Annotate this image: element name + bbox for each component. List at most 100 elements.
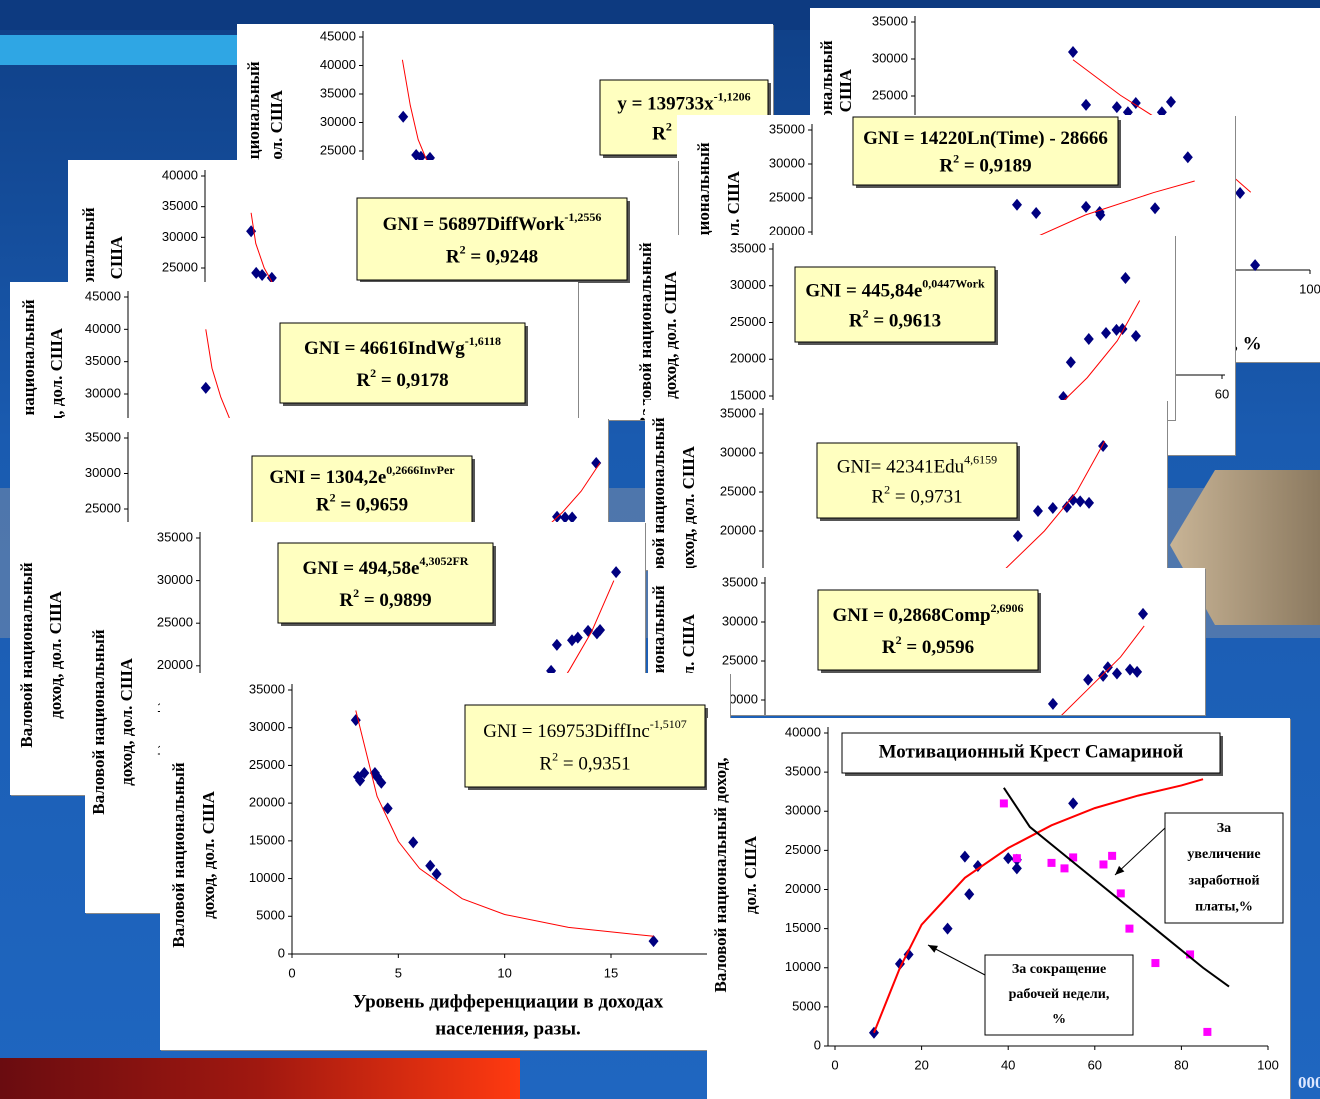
trend-line bbox=[205, 329, 231, 421]
y-tick-label: 20000 bbox=[769, 223, 805, 238]
point bbox=[551, 638, 562, 651]
point bbox=[1065, 356, 1076, 369]
point bbox=[1102, 661, 1113, 674]
point bbox=[266, 271, 277, 284]
point bbox=[611, 566, 622, 579]
r-squared: R2 = 0,9899 bbox=[339, 586, 431, 612]
x-tick-label: 0 bbox=[831, 1057, 838, 1072]
y-tick-label: 40000 bbox=[162, 167, 198, 182]
equation-box bbox=[816, 442, 1018, 519]
point bbox=[1047, 858, 1056, 867]
equation-part: = 0,9659 bbox=[336, 495, 409, 516]
point bbox=[964, 888, 975, 901]
superscript: 2 bbox=[552, 749, 558, 763]
equation: GNI = 56897DiffWork-1,2556 bbox=[383, 210, 602, 236]
y-tick-label: 0 bbox=[278, 945, 285, 960]
equation-part: = 0,9596 bbox=[902, 638, 975, 659]
point bbox=[1101, 327, 1112, 340]
point bbox=[382, 802, 393, 815]
x-tick-label: 15 bbox=[604, 965, 618, 980]
y-tick-label: 25000 bbox=[722, 652, 758, 667]
point bbox=[1116, 889, 1125, 898]
chart-card: 0 5000 10000 15000 20000 25000 30000 35000 0 5 10 1… bbox=[160, 673, 730, 1050]
arrow-head bbox=[1115, 865, 1125, 875]
point bbox=[583, 624, 594, 637]
point bbox=[572, 631, 583, 644]
equation-box bbox=[852, 116, 1119, 186]
annotation-text: рабочей недели, bbox=[1009, 987, 1110, 1002]
superscript: 2 bbox=[330, 490, 336, 504]
point bbox=[1138, 607, 1149, 620]
point bbox=[1068, 45, 1078, 58]
point bbox=[1132, 665, 1143, 678]
point bbox=[999, 799, 1008, 808]
y-tick-label: 15000 bbox=[249, 832, 285, 847]
trend-line bbox=[355, 710, 654, 937]
y-tick-label: 25000 bbox=[720, 483, 756, 498]
equation-box bbox=[794, 266, 996, 343]
y-tick-label: 30000 bbox=[85, 385, 121, 400]
point bbox=[1084, 496, 1095, 509]
y-tick-label: 20000 bbox=[157, 657, 193, 672]
point bbox=[1060, 864, 1069, 873]
point bbox=[1083, 673, 1094, 686]
equation-part: GNI = 0,2868Comp bbox=[832, 606, 990, 627]
equation-part: R bbox=[652, 124, 666, 145]
equation-box bbox=[817, 589, 1039, 671]
equation-box bbox=[277, 542, 494, 624]
chart-card: 15000 20000 25000 30000 35000 Валовой национа… bbox=[632, 235, 1175, 420]
trend-line bbox=[873, 778, 1204, 1034]
equation-part: R bbox=[882, 638, 896, 659]
trend-line bbox=[1061, 625, 1145, 715]
y-tick-label: 40000 bbox=[320, 57, 356, 72]
superscript: 4,3052FR bbox=[419, 554, 468, 568]
equation: GNI = 14220Ln(Time) - 28666 bbox=[863, 128, 1108, 149]
y-tick-label: 30000 bbox=[162, 229, 198, 244]
superscript: 0,0447Work bbox=[922, 276, 985, 290]
y-tick-label: 30000 bbox=[320, 114, 356, 129]
equation: GNI = 494,58e4,3052FR bbox=[303, 554, 469, 580]
equation-part: R bbox=[316, 495, 330, 516]
y-tick-label: 25000 bbox=[162, 259, 198, 274]
y-axis-label: Валовой национальный bbox=[89, 629, 108, 815]
y-axis-label: Валовой национальный bbox=[649, 417, 668, 570]
x-axis-label: населения, разы. bbox=[435, 1018, 581, 1039]
point bbox=[1075, 495, 1086, 508]
point bbox=[1108, 851, 1117, 860]
point bbox=[1068, 797, 1079, 810]
y-tick-label: 30000 bbox=[872, 50, 908, 65]
annotation-box bbox=[984, 954, 1134, 1036]
y-axis-label: Валовой национальный bbox=[19, 299, 38, 430]
point bbox=[408, 836, 419, 849]
point bbox=[1125, 924, 1134, 933]
point bbox=[1012, 198, 1022, 211]
point bbox=[942, 922, 953, 935]
equation: GNI= 42341Edu4,6159 bbox=[837, 452, 997, 478]
equation-part: = 0,9248 bbox=[466, 247, 539, 268]
equation: GNI = 1304,2e0,2666InvPer bbox=[269, 463, 455, 489]
equation-part: R bbox=[871, 487, 884, 508]
x-tick-label: 20 bbox=[914, 1057, 928, 1072]
y-axis-label: доход, дол. США bbox=[47, 327, 66, 430]
y-tick-label: 35000 bbox=[769, 121, 805, 136]
y-tick-label: 0 bbox=[814, 1037, 821, 1052]
point bbox=[1124, 663, 1135, 676]
point bbox=[1182, 151, 1193, 164]
equation-part: GNI = 56897DiffWork bbox=[383, 214, 565, 235]
point bbox=[1130, 97, 1141, 110]
y-axis-label: доход, дол. США bbox=[46, 590, 65, 718]
point bbox=[567, 634, 578, 647]
trend-line bbox=[1057, 300, 1141, 408]
point bbox=[1011, 862, 1022, 875]
point bbox=[425, 859, 436, 872]
y-axis-label: Валовой национальный доход, bbox=[711, 757, 730, 992]
annotation-text: За bbox=[1217, 821, 1231, 836]
r-squared: R2 = 0,9189 bbox=[939, 151, 1031, 177]
equation-part: R bbox=[356, 371, 370, 392]
point bbox=[1081, 98, 1092, 111]
y-axis-label: дол. США bbox=[741, 835, 760, 914]
r-squared: R2 = 0,9659 bbox=[316, 490, 408, 516]
y-axis-label: доход, дол. США bbox=[117, 657, 136, 785]
trend-line bbox=[1003, 441, 1106, 570]
equation-part: GNI = 46616IndWg bbox=[304, 339, 465, 360]
